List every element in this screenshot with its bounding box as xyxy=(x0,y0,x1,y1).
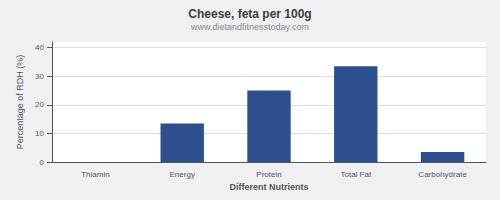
svg-text:Energy: Energy xyxy=(170,170,195,179)
svg-text:Carbohydrate: Carbohydrate xyxy=(418,170,467,179)
svg-text:30: 30 xyxy=(35,72,44,81)
svg-text:Thiamin: Thiamin xyxy=(81,170,109,179)
svg-text:Percentage of RDH (%): Percentage of RDH (%) xyxy=(15,55,25,150)
svg-text:Cheese, feta per 100g: Cheese, feta per 100g xyxy=(188,7,311,21)
svg-text:0: 0 xyxy=(40,158,45,167)
svg-text:10: 10 xyxy=(35,129,44,138)
svg-text:Different Nutrients: Different Nutrients xyxy=(229,182,308,192)
svg-text:Total Fat: Total Fat xyxy=(340,170,371,179)
svg-text:Protein: Protein xyxy=(256,170,281,179)
svg-text:www.dietandfitnesstoday.com: www.dietandfitnesstoday.com xyxy=(190,22,309,32)
svg-text:40: 40 xyxy=(35,43,44,52)
svg-text:20: 20 xyxy=(35,100,44,109)
